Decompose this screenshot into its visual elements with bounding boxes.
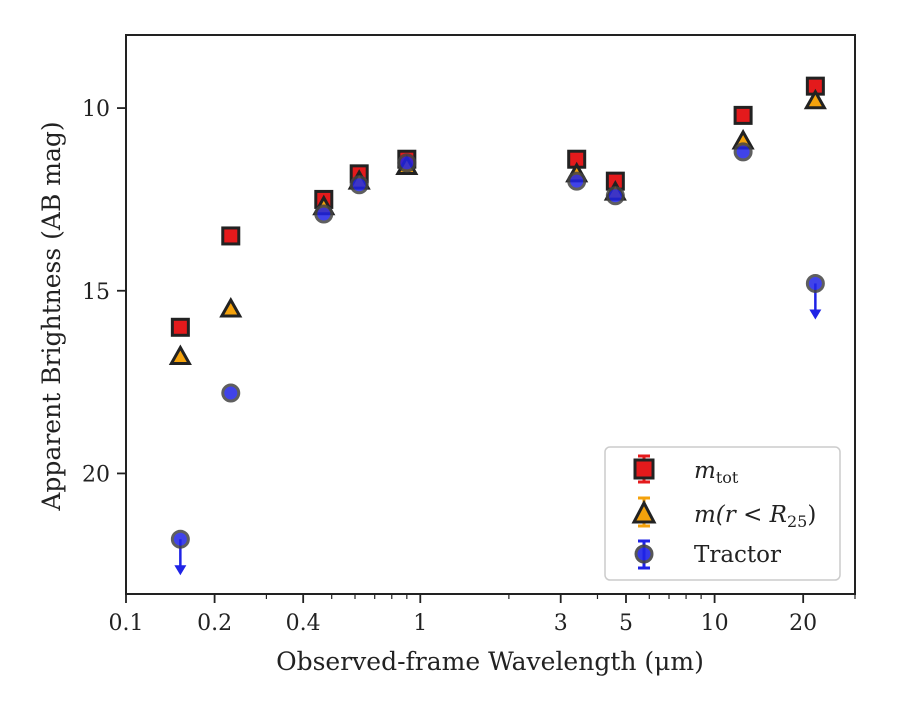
legend-box xyxy=(604,446,841,581)
circle-point xyxy=(605,186,625,206)
circle-point xyxy=(567,171,587,191)
circle-point xyxy=(397,153,417,173)
legend-item-mr25: m(r < R25) xyxy=(631,496,816,531)
legend-label-tractor: Tractor xyxy=(694,542,781,568)
triangle-point xyxy=(219,296,243,318)
square-point xyxy=(170,317,190,337)
square-point xyxy=(221,226,241,246)
y-tick-label: 20 xyxy=(82,462,110,487)
upper-limit-arrow-head xyxy=(174,565,187,576)
data-marks xyxy=(168,76,827,576)
legend-label-mr25: m(r < R25) xyxy=(694,502,816,531)
y-axis: 10 15 20 xyxy=(82,97,126,487)
x-tick-label: 3 xyxy=(554,611,568,636)
x-tick-label: 1 xyxy=(413,611,427,636)
x-axis-title: Observed-frame Wavelength (μm) xyxy=(276,647,704,676)
legend: mtot m(r < R25) Tractor xyxy=(604,446,841,581)
circle-point xyxy=(733,142,753,162)
x-tick-label: 5 xyxy=(619,611,633,636)
y-axis-title: Apparent Brightness (AB mag) xyxy=(37,121,66,511)
y-tick-label: 10 xyxy=(82,97,110,122)
legend-item-mtot: mtot xyxy=(633,454,739,487)
legend-label-mtot: mtot xyxy=(694,458,739,487)
circle-point xyxy=(314,204,334,224)
circle-point xyxy=(349,175,369,195)
circle-point xyxy=(170,529,190,549)
legend-marker-square xyxy=(633,454,655,484)
circle-point xyxy=(221,383,241,403)
square-point xyxy=(733,105,753,125)
x-tick-label: 0.2 xyxy=(197,611,232,636)
x-axis: 0.1 0.2 0.4 1 3 5 10 20 xyxy=(109,594,856,636)
x-tick-label: 20 xyxy=(789,611,817,636)
legend-marker-circle xyxy=(634,539,654,570)
x-tick-label: 0.4 xyxy=(286,611,321,636)
plot-area-frame xyxy=(125,34,856,595)
triangle-point xyxy=(803,88,827,110)
circle-point xyxy=(805,273,825,293)
legend-marker-triangle xyxy=(631,496,657,528)
legend-item-tractor: Tractor xyxy=(634,539,781,570)
x-tick-label: 0.1 xyxy=(109,611,144,636)
triangle-point xyxy=(168,344,192,366)
upper-limit-arrow-head xyxy=(809,309,822,320)
x-tick-label: 10 xyxy=(701,611,729,636)
series-circle xyxy=(170,142,825,576)
series-triangle xyxy=(168,88,827,366)
series-square xyxy=(170,76,825,337)
y-tick-label: 15 xyxy=(82,280,110,305)
